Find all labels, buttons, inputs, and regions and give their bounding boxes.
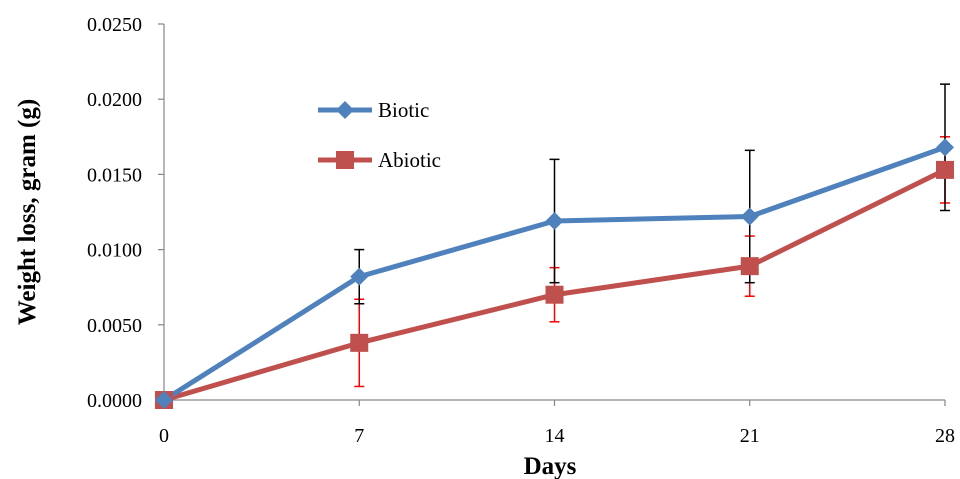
- x-tick-label: 21: [740, 425, 760, 447]
- y-tick-label: 0.0250: [87, 14, 142, 36]
- x-axis-ticks: 0 7 14 21 28: [159, 400, 955, 447]
- data-point-abiotic: [350, 333, 369, 352]
- y-tick-label: 0.0150: [87, 164, 142, 186]
- y-axis-ticks: 0.0000 0.0050 0.0100 0.0150 0.0200 0.0250: [87, 14, 164, 412]
- y-tick-label: 0.0000: [87, 390, 142, 412]
- y-axis-title: Weight loss, gram (g): [14, 99, 41, 325]
- error-bars: [354, 83, 950, 388]
- series-markers: [155, 138, 954, 409]
- y-tick-label: 0.0050: [87, 315, 142, 337]
- x-tick-label: 28: [935, 425, 955, 447]
- data-point-abiotic: [740, 257, 759, 276]
- legend-marker-biotic: [336, 101, 354, 119]
- data-point-biotic: [545, 212, 564, 231]
- x-tick-label: 7: [354, 425, 364, 447]
- data-point-biotic: [936, 138, 954, 157]
- data-point-biotic: [155, 391, 173, 409]
- data-point-biotic: [740, 207, 759, 226]
- x-tick-label: 0: [159, 425, 169, 447]
- y-tick-label: 0.0200: [87, 89, 142, 111]
- data-point-abiotic: [545, 285, 564, 304]
- legend-label-abiotic: Abiotic: [378, 148, 441, 172]
- y-tick-label: 0.0100: [87, 240, 142, 262]
- x-tick-label: 14: [545, 425, 565, 447]
- data-point-biotic: [350, 267, 369, 286]
- x-axis-title: Days: [524, 453, 577, 479]
- legend: Biotic Abiotic: [318, 98, 441, 172]
- legend-label-biotic: Biotic: [378, 98, 429, 122]
- data-point-abiotic: [936, 160, 954, 179]
- legend-marker-abiotic: [336, 151, 354, 169]
